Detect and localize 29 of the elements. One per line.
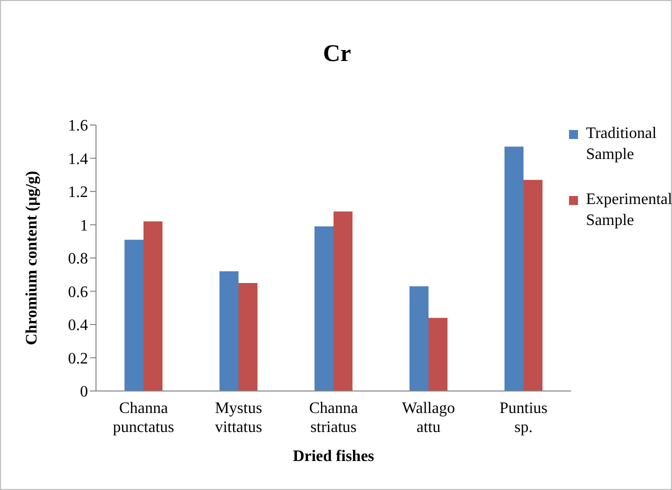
y-tick-label: 0.4: [68, 317, 88, 334]
x-tick-label: Channa striatus: [309, 400, 358, 436]
bar: [504, 146, 524, 391]
bar: [144, 221, 162, 391]
bar: [220, 271, 238, 391]
legend-label: Traditional Sample: [586, 124, 658, 165]
y-tick-label: 0: [80, 384, 88, 401]
y-tick-label: 0.2: [68, 350, 88, 368]
bar: [314, 226, 334, 391]
x-tick-label: Wallago attu: [402, 400, 455, 436]
bar: [428, 318, 448, 391]
x-tick-label: Puntius sp.: [499, 400, 548, 436]
bar: [238, 282, 258, 391]
bar: [410, 286, 428, 391]
y-tick-label: 0.8: [68, 250, 88, 268]
bar: [524, 180, 542, 391]
x-tick-label: Mystus vittatus: [214, 400, 262, 436]
y-tick-label: 1.4: [68, 150, 88, 168]
bar: [124, 240, 144, 391]
x-axis-title: Dried fishes: [292, 448, 374, 465]
chart-title: Cr: [322, 41, 352, 68]
y-axis-title: Chromium content (µg/g): [24, 170, 41, 346]
y-tick-label: 1: [80, 217, 88, 234]
legend-label: Experimental Sample: [586, 190, 672, 231]
y-tick-label: 1.6: [68, 118, 88, 135]
bar: [334, 211, 352, 391]
y-tick-label: 0.6: [68, 284, 88, 301]
x-tick-label: Channa punctatus: [112, 400, 174, 436]
y-tick-label: 1.2: [68, 184, 88, 202]
